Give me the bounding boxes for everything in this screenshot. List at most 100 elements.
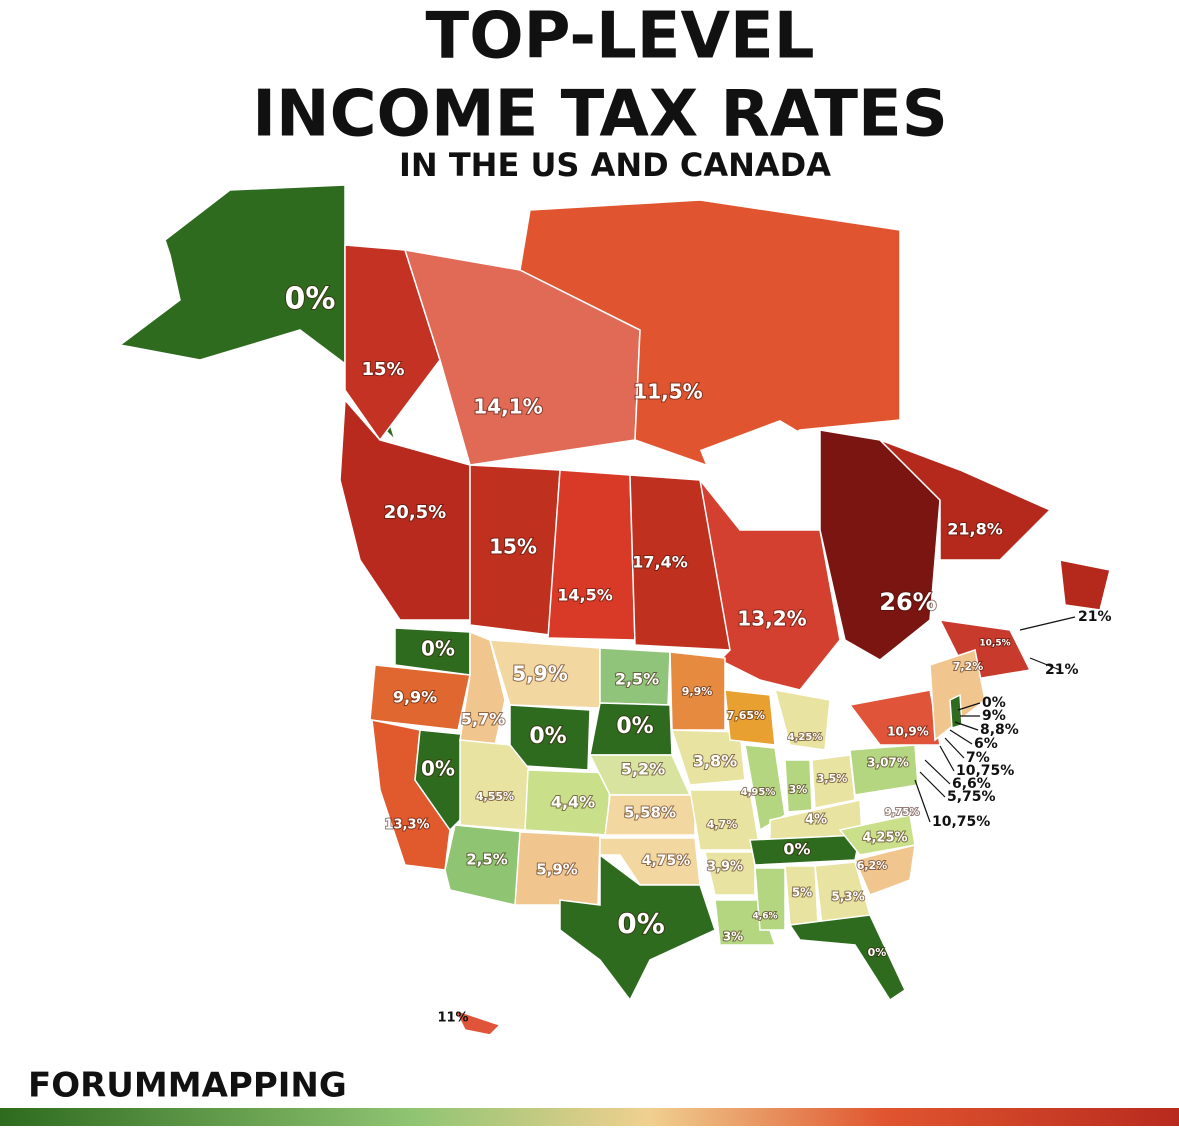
callout-line [1019,616,1076,631]
region-label: 0% [616,714,653,739]
region-label: 3% [789,783,808,796]
footer: FORUMMAPPING [28,1066,347,1106]
callout-label: 8,8% [980,722,1019,738]
region-label: 5,9% [512,662,567,686]
callout-label: 10,75% [932,814,990,830]
state [754,867,786,931]
state [929,649,986,742]
region-label: 4% [805,813,827,828]
state [670,729,746,786]
region-label: 4,75% [642,853,691,869]
region-label: 9,9% [393,688,437,707]
region-label: 3,07% [867,756,909,770]
callout-label: 10,75% [956,763,1014,779]
region-label: 5,2% [621,760,665,779]
state [773,689,831,751]
callout-label: 9% [982,708,1006,724]
region-label: 2,5% [466,851,508,869]
regions [118,184,1111,1036]
callout-label: 21% [1045,662,1079,678]
region-label: 4,25% [788,732,823,743]
region-label: 3,8% [693,752,737,771]
callout-label: 6,6% [952,776,991,792]
region-label: 15% [361,359,404,380]
region-label: 4,6% [753,912,778,922]
title-line-1: TOP-LEVEL [426,0,815,74]
callout-label: 6% [974,736,998,752]
title-line-2: INCOME TAX RATES [252,78,948,152]
region-label: 10,9% [887,725,929,739]
yukon [344,244,441,442]
callout-label: 21% [1078,609,1112,625]
state [744,744,786,832]
ontario [699,479,841,691]
callout-lines [914,616,1076,823]
state [949,693,963,729]
region-label: 3,5% [817,772,848,785]
state [369,664,471,731]
region-label: 4,95% [741,787,776,798]
region-label: 7,2% [953,660,984,673]
region-label: 13,2% [737,607,806,631]
region-label: 2,5% [615,670,659,689]
region-label: 0% [421,757,455,781]
region-label: 10,5% [979,639,1010,649]
region-label: 3,9% [707,860,743,875]
region-label: 0% [285,282,336,317]
region-label: 3% [723,930,743,944]
state [559,853,716,1002]
region-label: 0% [868,946,887,959]
nunavut [519,199,901,471]
state [853,844,916,896]
region-label: 4,4% [551,793,595,812]
callout-line [1029,657,1061,671]
region-label: 15% [489,535,537,559]
color-bar [0,1108,1179,1126]
region-label: 5% [792,886,812,900]
region-label: 0% [783,840,810,859]
region-label: 21,8% [947,520,1003,539]
region-label: 14,5% [557,586,613,605]
state [704,851,756,896]
newfoundland [1059,559,1111,611]
state [838,814,916,856]
region-label: 4,25% [862,831,907,846]
region-label: 5,3% [831,890,864,904]
callout-label: 5,75% [947,789,996,805]
region-label: 20,5% [384,502,446,523]
region-label: 13,3% [384,818,429,833]
region-label: 9,75% [885,807,920,818]
callout-label: 0% [982,695,1006,711]
state [669,651,726,731]
saskatchewan [547,469,636,641]
region-label: 11,5% [633,380,702,404]
region-label: 0% [617,907,665,940]
state [444,824,526,906]
alaska [118,184,396,441]
labrador [879,439,1052,561]
state [724,689,776,746]
state [604,794,696,836]
region-label: 0% [421,637,455,661]
state [848,689,941,746]
subtitle: IN THE US AND CANADA [399,146,831,184]
region-label: 4,55% [476,790,514,803]
region-label: 5,7% [461,710,505,729]
region-label: 5,58% [624,804,676,822]
region-label: 4,7% [707,818,738,831]
region-label: 11% [437,1011,468,1026]
region-label: 17,4% [632,553,688,572]
region-label: 7,65% [727,709,765,722]
region-label: 5,9% [536,861,578,879]
region-label: 6,2% [857,859,888,872]
region-label: 0% [529,724,566,749]
callout-label: 7% [966,750,990,766]
state [811,754,856,809]
region-label: 26% [879,588,936,616]
british-columbia [339,398,471,621]
hawaii [453,1008,502,1036]
state [788,914,906,1002]
region-label: 14,1% [473,395,542,419]
